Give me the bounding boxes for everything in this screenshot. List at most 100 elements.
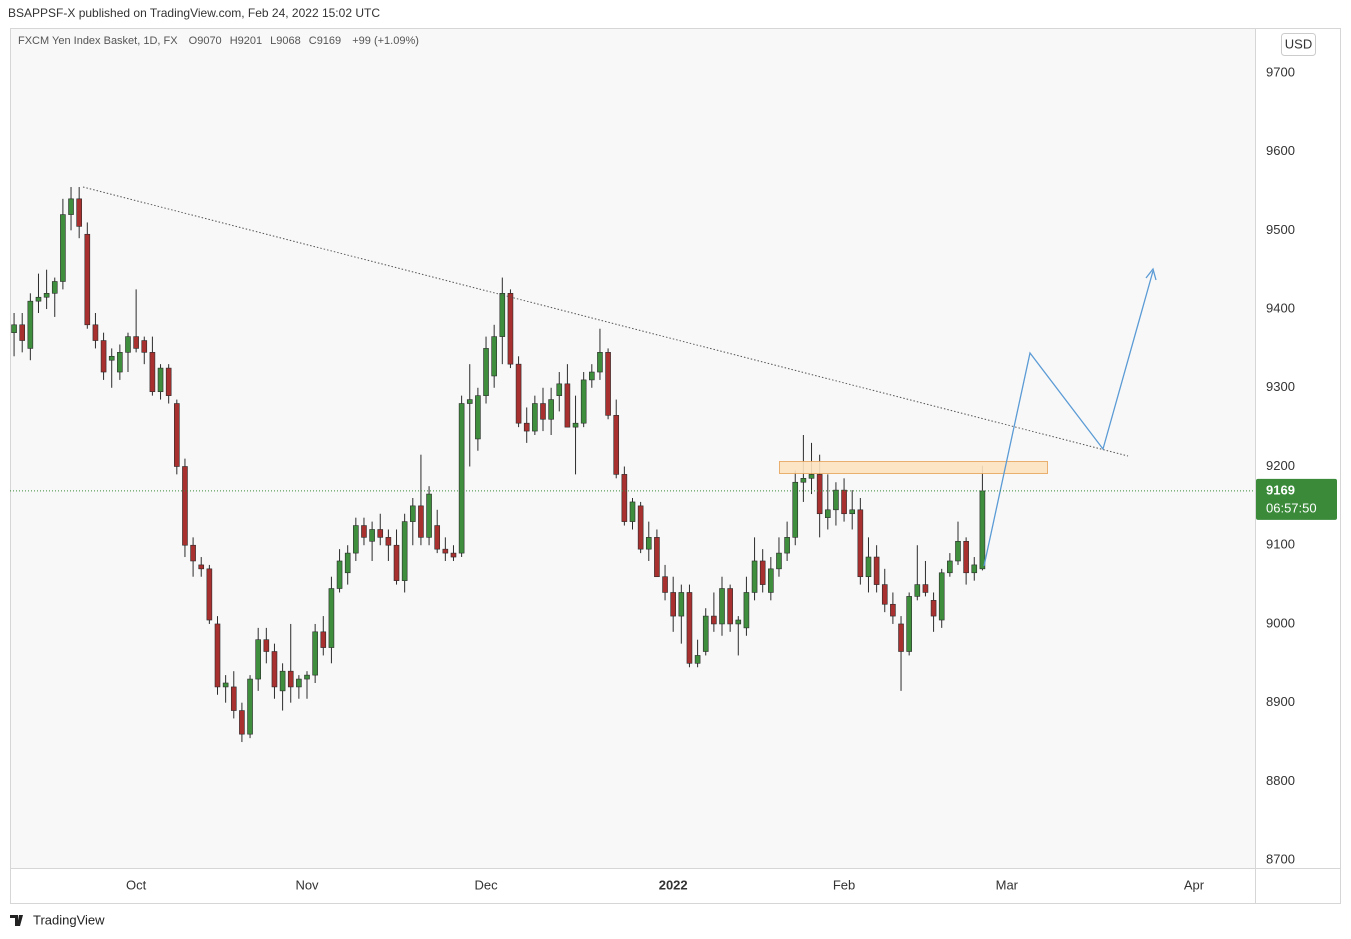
candle-body [466, 399, 473, 404]
candle-body [418, 505, 424, 538]
candle-body [401, 521, 408, 581]
candle-body [84, 233, 91, 326]
candle-body [255, 639, 261, 680]
y-tick-label: 9600 [1266, 143, 1295, 158]
candle-body [589, 371, 595, 381]
candle-body [580, 379, 587, 424]
candle-body [174, 403, 180, 467]
candle-body [621, 474, 628, 522]
candle-body [523, 422, 530, 432]
candle-body [824, 509, 831, 518]
y-tick-label: 8900 [1266, 694, 1295, 709]
candle-body [287, 670, 294, 688]
candles [11, 187, 986, 743]
candle-body [719, 588, 725, 625]
candle-body [564, 383, 571, 428]
series-title: FXCM Yen Index Basket, 1D, FX [18, 35, 178, 47]
ohlc-label: C [308, 35, 317, 47]
candle-body [361, 525, 367, 538]
brand-logo [10, 915, 23, 926]
candle-body [43, 293, 50, 298]
candle-body [548, 399, 554, 420]
candle-body [914, 584, 921, 597]
candle-body [979, 490, 986, 570]
candle-body [434, 525, 441, 550]
candle-body [898, 623, 904, 652]
candle-body [35, 296, 42, 302]
ohlc-label: O [188, 35, 198, 47]
candle-body [645, 537, 652, 550]
candle-body [353, 525, 359, 554]
x-tick-label: Feb [833, 877, 855, 892]
candle-body [613, 415, 620, 475]
candle-body [906, 596, 912, 652]
candle-body [108, 355, 115, 361]
candle-body [702, 615, 709, 652]
x-tick-label: Dec [474, 877, 498, 892]
candle-body [393, 544, 400, 581]
candle-body [198, 564, 205, 570]
y-tick-label: 9500 [1266, 222, 1295, 237]
candle-body [60, 214, 66, 282]
candle-body [849, 509, 856, 515]
candle-body [222, 682, 229, 688]
x-tick-label: 2022 [659, 877, 688, 892]
candle-body [841, 489, 847, 515]
resistance-zone [779, 461, 1048, 474]
candle-body [409, 505, 416, 522]
candle-body [475, 395, 481, 440]
y-tick-label: 9200 [1266, 458, 1295, 473]
trend-line [82, 186, 1129, 457]
candle-body [149, 352, 156, 393]
change: +99 (+1.09%) [352, 35, 419, 47]
last-price-label: 9169 [1266, 482, 1295, 497]
y-tick-label: 9300 [1266, 379, 1295, 394]
candle-body [344, 552, 351, 574]
ohlc-values: O9070 H9201 L9068 C9169 [181, 35, 342, 47]
candle-body [930, 600, 937, 617]
candle-body [532, 403, 538, 432]
candle-body [312, 631, 318, 676]
last-price-box [1256, 478, 1337, 520]
candle-body [230, 686, 237, 711]
candle-body [100, 340, 107, 373]
candle-body [556, 383, 563, 396]
candle-body [873, 556, 880, 585]
candle-body [369, 529, 375, 542]
candle-body [605, 352, 611, 416]
candle-body [157, 367, 164, 393]
candle-body [133, 336, 139, 349]
ohlc-value: 9201 [237, 35, 263, 47]
candle-body [784, 537, 790, 554]
brand-icon [10, 915, 23, 926]
ohlc-value: 9068 [276, 35, 301, 47]
candle-body [182, 466, 188, 546]
candle-body [336, 560, 343, 589]
candle-body [735, 619, 742, 625]
candle-body [572, 422, 579, 428]
brand-name: TradingView [33, 912, 105, 927]
candle-body [759, 560, 766, 585]
currency-label: USD [1285, 36, 1312, 51]
candle-body [263, 639, 270, 652]
candle-body [304, 674, 310, 680]
candle-body [808, 474, 815, 479]
candle-body [450, 552, 457, 558]
y-tick-label: 9100 [1266, 537, 1295, 552]
candle-body [654, 537, 660, 578]
x-tick-label: Apr [1184, 877, 1205, 892]
currency-box [1281, 33, 1316, 56]
candle-body [686, 592, 693, 664]
candle-body [385, 537, 392, 546]
candle-body [377, 529, 384, 538]
candle-body [816, 474, 823, 515]
x-tick-label: Oct [126, 877, 147, 892]
candle-body [491, 336, 497, 377]
y-tick-label: 8800 [1266, 773, 1295, 788]
candle-body [938, 572, 945, 621]
candle-body [320, 631, 327, 648]
candle-body [426, 493, 432, 538]
candle-body [540, 403, 546, 420]
candle-body [68, 198, 74, 215]
